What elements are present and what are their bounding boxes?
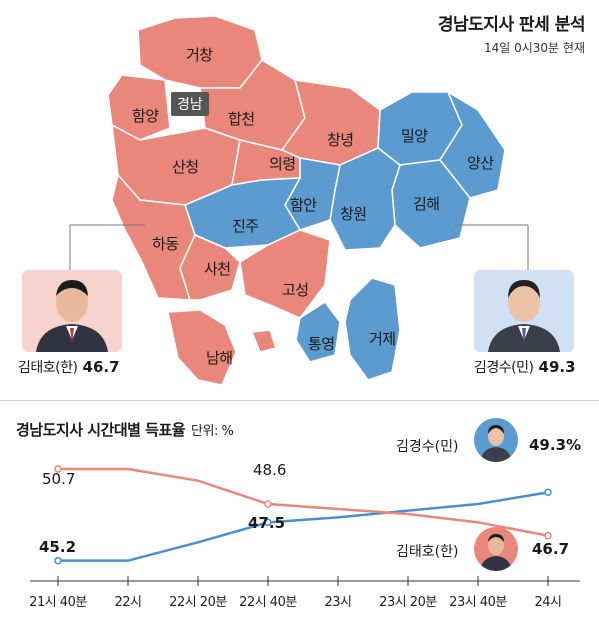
region-label-namhae: 남해 [206, 349, 233, 367]
region-label-changnyeong: 창녕 [327, 131, 354, 149]
portrait-icon [480, 534, 512, 571]
data-label-red-mid: 48.6 [253, 461, 287, 479]
x-tick-label: 22시 40분 [239, 595, 297, 610]
province-badge: 경남 [171, 92, 209, 116]
gyeongnam-map [69, 15, 529, 386]
right-candidate-name: 김경수(민) [474, 360, 534, 376]
right-candidate-photo [474, 270, 574, 352]
chart-title-text: 경남도지사 시간대별 득표율 [16, 421, 186, 439]
region-label-geoje: 거제 [369, 330, 396, 348]
series-point [544, 488, 552, 497]
region-label-yangsan: 양산 [467, 154, 494, 172]
line-chart: 21시 40분 22시 22시 20분 22시 40분 23시 23시 20분 23시 40… [29, 465, 580, 610]
chart-unit: 단위: % [191, 424, 234, 439]
legend-blue-avatar [474, 418, 518, 462]
region-label-sancheong: 산청 [172, 158, 199, 176]
data-label-blue-first: 45.2 [39, 538, 77, 556]
region-label-goseong: 고성 [282, 281, 309, 299]
page-title: 경남도지사 판세 분석 [437, 15, 586, 35]
region-label-hadong: 하동 [152, 235, 179, 253]
right-candidate-pct: 49.3 [538, 358, 576, 376]
section-divider [0, 400, 599, 401]
region-label-geochang: 거창 [186, 46, 213, 64]
legend-red-name: 김태호(한) [396, 544, 459, 560]
region-tongyeong [295, 300, 341, 363]
series-line-0 [58, 491, 549, 562]
data-label-red-first: 50.7 [42, 470, 76, 488]
x-tick-label: 21시 40분 [29, 595, 87, 610]
legend-blue-final: 49.3% [529, 436, 582, 454]
left-candidate-name: 김태호(한) [18, 360, 78, 376]
series-point [544, 531, 552, 540]
x-tick-label: 22시 20분 [169, 595, 227, 610]
region-label-hapcheon: 합천 [228, 110, 255, 128]
region-label-haman: 함안 [290, 196, 317, 214]
region-label-miryang: 밀양 [401, 127, 428, 145]
region-label-hamyang: 함양 [132, 107, 159, 125]
page-subtitle: 14일 0시30분 현재 [483, 41, 585, 55]
legend-red-final: 46.7 [532, 540, 570, 558]
right-candidate-label: 김경수(민) 49.3 [474, 357, 576, 377]
region-label-sacheon: 사천 [204, 260, 231, 278]
x-tick-label: 22시 [114, 595, 141, 610]
x-tick-label: 23시 [324, 595, 351, 610]
series-point [264, 500, 272, 508]
x-tick-label: 23시 20분 [379, 595, 437, 610]
region-geoje [344, 277, 401, 381]
region-label-jinju: 진주 [232, 217, 259, 235]
legend-red-avatar [474, 527, 518, 571]
chart-title: 경남도지사 시간대별 득표율 단위: % [16, 419, 234, 440]
region-label-tongyeong: 통영 [308, 335, 335, 353]
region-yangsan [439, 90, 506, 199]
left-candidate-photo [22, 270, 122, 352]
portrait-icon [488, 280, 560, 352]
x-tick-label: 23시 40분 [449, 595, 507, 610]
series-point [264, 518, 272, 527]
x-tick-label: 24시 [534, 595, 561, 610]
series-point [54, 465, 62, 473]
region-namhae [167, 309, 237, 386]
portrait-icon [36, 280, 108, 352]
region-namhae-small-island [250, 329, 277, 353]
left-candidate-label: 김태호(한) 46.7 [18, 357, 120, 377]
legend-blue-name: 김경수(민) [396, 439, 459, 455]
left-candidate-pct: 46.7 [82, 358, 120, 376]
series-line-1 [58, 467, 549, 537]
region-label-gimhae: 김해 [413, 195, 440, 213]
portrait-icon [480, 425, 512, 462]
data-label-blue-mid: 47.5 [248, 514, 286, 532]
series-point [54, 556, 62, 565]
region-goseong [239, 229, 331, 319]
region-label-uiryeong: 의령 [269, 155, 296, 173]
region-label-changwon: 창원 [340, 205, 367, 223]
region-sacheon [179, 234, 241, 301]
